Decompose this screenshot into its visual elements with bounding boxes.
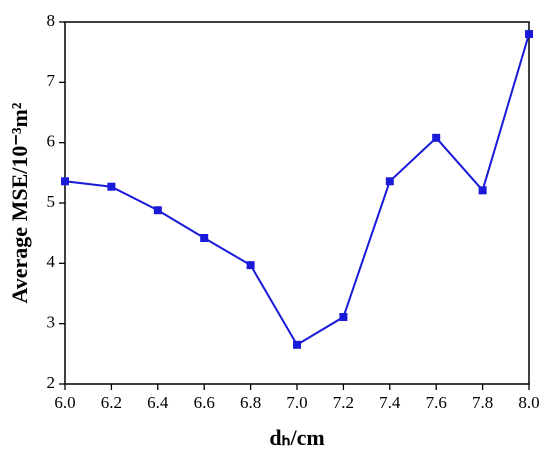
point-marker bbox=[385, 177, 394, 186]
point-marker bbox=[246, 261, 255, 270]
y-axis-title: Average MSE/10⁻³m² bbox=[7, 102, 32, 303]
x-tick-label: 6.2 bbox=[101, 393, 122, 412]
y-tick-label: 2 bbox=[47, 373, 56, 392]
point-marker bbox=[432, 133, 441, 142]
x-tick-label: 8.0 bbox=[518, 393, 539, 412]
plot-frame bbox=[64, 21, 530, 385]
x-tick-label: 7.0 bbox=[286, 393, 307, 412]
point-marker bbox=[339, 313, 348, 322]
y-tick-label: 4 bbox=[47, 252, 56, 271]
x-tick-label: 7.2 bbox=[333, 393, 354, 412]
x-tick-label: 6.6 bbox=[194, 393, 215, 412]
x-tick-label: 7.6 bbox=[426, 393, 447, 412]
x-axis-title: dₕ/cm bbox=[269, 425, 324, 450]
y-tick-label: 5 bbox=[47, 192, 56, 211]
point-marker bbox=[61, 177, 69, 186]
y-tick-label: 6 bbox=[47, 132, 56, 151]
point-marker bbox=[107, 182, 116, 191]
y-tick-label: 8 bbox=[47, 11, 56, 30]
y-tick-label: 3 bbox=[47, 313, 56, 332]
point-marker bbox=[525, 30, 533, 39]
x-tick-label: 6.8 bbox=[240, 393, 261, 412]
x-tick-label: 6.4 bbox=[147, 393, 169, 412]
point-marker bbox=[478, 186, 487, 195]
point-marker bbox=[200, 233, 209, 242]
x-tick-label: 6.0 bbox=[54, 393, 75, 412]
x-tick-label: 7.4 bbox=[379, 393, 401, 412]
point-marker bbox=[153, 206, 162, 215]
y-tick-label: 7 bbox=[47, 71, 56, 90]
point-marker bbox=[293, 340, 301, 349]
series-line bbox=[64, 33, 530, 347]
x-tick-label: 7.8 bbox=[472, 393, 493, 412]
